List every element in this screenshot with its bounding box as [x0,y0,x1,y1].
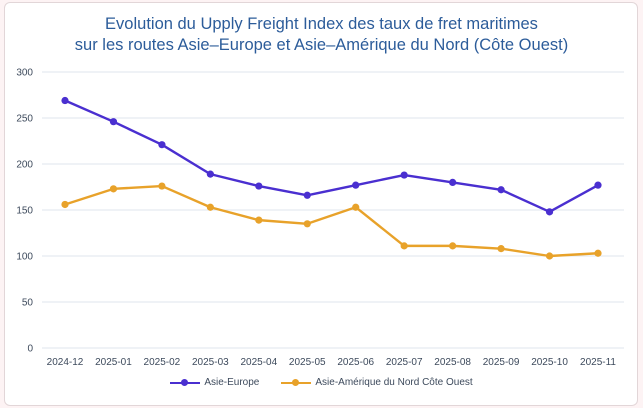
data-point [497,186,505,194]
series-line-asie-europe [64,99,599,214]
series-line-asie-amerique [64,184,599,258]
data-point [303,191,311,199]
data-point [109,185,118,193]
data-point [109,118,118,126]
chart-title: Evolution du Upply Freight Index des tau… [0,14,643,56]
data-point [497,245,505,253]
data-point [449,178,457,186]
data-point [206,170,214,178]
legend-label: Asie-Europe [204,377,260,388]
y-tick-label: 200 [16,160,33,171]
legend-swatch [170,378,201,386]
y-tick-label: 250 [16,114,33,125]
legend-swatch [281,378,312,386]
data-point [449,242,457,250]
x-tick-label: 2025-10 [531,357,568,368]
data-point [594,249,602,257]
data-point [352,181,360,189]
y-tick-label: 50 [22,298,34,309]
data-point [255,182,263,190]
data-point [158,141,166,149]
legend: Asie-Europe Asie-Amérique du Nord Côte O… [0,377,643,388]
chart-title-line-2: sur les routes Asie–Europe et Asie–Améri… [74,36,569,54]
x-tick-label: 2025-06 [337,357,374,368]
data-point [303,220,311,228]
data-point [158,182,166,190]
data-point [61,200,69,209]
data-point [352,203,360,211]
y-tick-label: 100 [16,252,33,263]
chart-title-line-1: Evolution du Upply Freight Index des tau… [105,15,538,33]
x-tick-label: 2025-11 [580,357,616,368]
y-tick-label: 150 [16,206,33,217]
x-tick-label: 2025-08 [434,357,471,368]
data-point [255,216,263,224]
data-point [545,208,554,216]
data-point [594,181,602,189]
x-tick-label: 2025-01 [95,357,132,368]
x-tick-label: 2024-12 [47,357,84,368]
x-tick-label: 2025-02 [144,357,181,368]
x-tick-label: 2025-09 [483,357,520,368]
x-tick-label: 2025-04 [240,357,277,368]
data-point [545,252,554,260]
legend-item-asie-amerique: Asie-Amérique du Nord Côte Ouest [281,377,473,388]
legend-item-asie-europe: Asie-Europe [170,377,259,388]
data-point [400,171,408,179]
y-tick-label: 300 [16,68,33,79]
data-point [400,242,408,250]
data-point [61,96,69,105]
x-tick-label: 2025-05 [289,357,326,368]
legend-label: Asie-Amérique du Nord Côte Ouest [315,377,473,388]
y-tick-label: 0 [27,344,33,355]
x-tick-label: 2025-03 [192,357,229,368]
data-point [206,203,214,211]
x-tick-label: 2025-07 [386,357,423,368]
